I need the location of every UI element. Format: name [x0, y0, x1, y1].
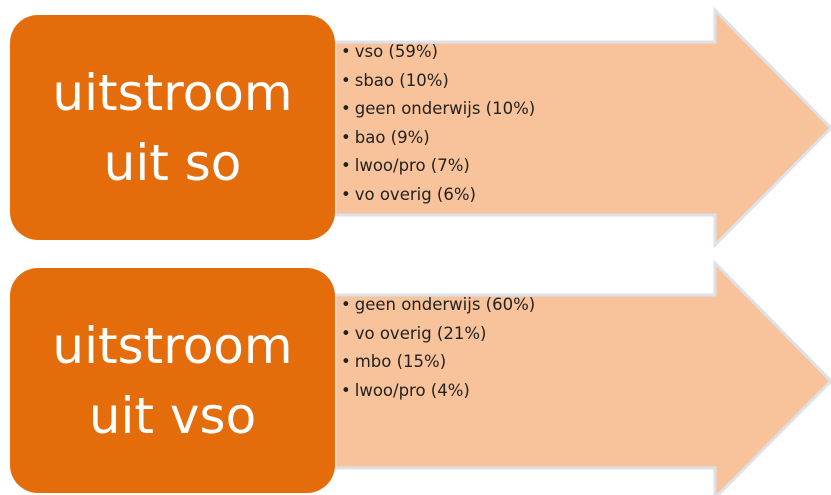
category-label: uitstroom uit vso	[52, 316, 293, 445]
bullet-item: geen onderwijs (10%)	[341, 95, 536, 124]
bullet-list: vso (59%)sbao (10%)geen onderwijs (10%)b…	[341, 38, 536, 210]
bullet-item: sbao (10%)	[341, 67, 535, 96]
bullet-item: lwoo/pro (7%)	[341, 152, 535, 181]
bullet-item: vo overig (6%)	[341, 181, 535, 210]
bullet-item: vso (59%)	[341, 38, 535, 67]
bullet-list: geen onderwijs (60%)vo overig (21%)mbo (…	[341, 291, 536, 406]
bullet-item: vo overig (21%)	[341, 320, 535, 349]
bullet-item: geen onderwijs (60%)	[341, 291, 536, 320]
bullet-item: bao (9%)	[341, 124, 535, 153]
category-box: uitstroom uit so	[10, 15, 335, 240]
category-label: uitstroom uit so	[52, 63, 293, 192]
category-box: uitstroom uit vso	[10, 268, 335, 493]
bullet-item: lwoo/pro (4%)	[341, 377, 535, 406]
bullet-item: mbo (15%)	[341, 348, 535, 377]
